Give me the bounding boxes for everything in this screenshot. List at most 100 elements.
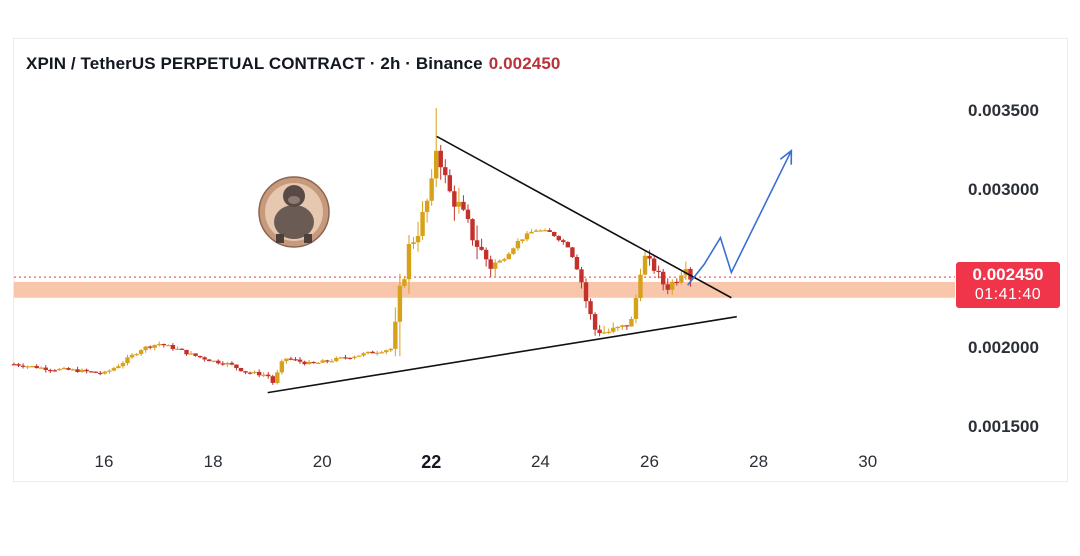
candle-body <box>39 367 44 369</box>
candle-body <box>184 349 189 355</box>
candle-body <box>197 355 203 358</box>
candle-body <box>479 246 484 250</box>
current-price-tag: 0.002450 01:41:40 <box>956 262 1060 308</box>
candle-body <box>34 366 39 369</box>
candle-body <box>420 211 425 236</box>
candle-body <box>88 371 94 373</box>
candle-body <box>365 351 371 354</box>
gorilla-avatar-icon <box>258 176 330 248</box>
candle-body <box>397 285 403 322</box>
candle-body <box>252 371 257 374</box>
chart-frame <box>13 38 1068 482</box>
candle-body <box>329 361 334 363</box>
candle-body <box>161 343 167 346</box>
candle-body <box>152 344 157 348</box>
candle-body <box>402 279 407 286</box>
candle-body <box>411 242 416 245</box>
y-tick-label: 0.003500 <box>968 101 1039 121</box>
candle-body <box>374 352 380 354</box>
candle-body <box>597 329 602 334</box>
candle-body <box>642 255 648 275</box>
candle-body <box>243 371 248 373</box>
candle-body <box>638 274 643 298</box>
candle-body <box>384 350 389 353</box>
candle-body <box>606 331 611 333</box>
candle-body <box>16 364 21 366</box>
candle-body <box>315 362 321 364</box>
x-tick-label: 16 <box>94 452 114 471</box>
candle-body <box>306 361 312 365</box>
projection-arrow-head <box>779 149 793 165</box>
candle-body <box>311 361 316 364</box>
candle-body <box>98 372 103 375</box>
candle-body <box>456 201 462 207</box>
candle-countdown: 01:41:40 <box>974 286 1042 303</box>
candle-body <box>565 242 571 248</box>
candle-body <box>157 343 162 346</box>
candle-body <box>647 255 652 259</box>
candle-body <box>361 353 366 356</box>
candle-body <box>234 364 239 369</box>
candle-body <box>429 178 434 201</box>
candle-body <box>370 351 375 354</box>
candle-body <box>447 175 453 192</box>
candle-body <box>270 376 275 383</box>
candle-body <box>266 374 271 377</box>
candle-body <box>406 244 412 280</box>
candle-body <box>293 359 298 361</box>
candle-body <box>93 371 98 373</box>
candle-body <box>75 369 80 373</box>
candle-body <box>615 326 620 329</box>
candle-body <box>352 356 357 359</box>
candle-body <box>220 363 226 365</box>
candle-body <box>515 241 521 249</box>
current-price-label: 0.002450 <box>972 265 1044 284</box>
candle-body <box>670 281 675 290</box>
candle-body <box>465 209 471 220</box>
candle-body <box>538 230 543 232</box>
candle-body <box>107 370 112 372</box>
candle-body <box>279 361 285 373</box>
candle-body <box>297 359 303 362</box>
candle-body <box>216 360 221 364</box>
symbol-title: XPIN / TetherUS PERPETUAL CONTRACT · 2h … <box>26 54 483 73</box>
candle-body <box>247 372 253 374</box>
candle-body <box>552 231 557 237</box>
descending-resistance-trendline <box>436 135 732 299</box>
candle-body <box>238 368 244 372</box>
candle-body <box>229 362 235 365</box>
candle-body <box>470 219 475 241</box>
candle-body <box>547 230 552 232</box>
candle-body <box>116 366 121 369</box>
candle-body <box>524 233 530 240</box>
candle-body <box>502 259 507 261</box>
candle-body <box>601 332 607 334</box>
candle-body <box>679 275 684 283</box>
candle-body <box>125 357 130 364</box>
projection-path <box>687 150 793 286</box>
candle-body <box>66 368 71 370</box>
candle-body <box>533 230 539 232</box>
candle-body <box>511 248 516 254</box>
candle-body <box>61 368 67 370</box>
candle-body <box>120 363 126 367</box>
candle-body <box>660 271 666 285</box>
candle-body <box>134 354 139 356</box>
candle-body <box>665 284 670 290</box>
candle-body <box>415 235 421 243</box>
candle-body <box>166 345 171 347</box>
candle-body <box>334 357 339 362</box>
candle-body <box>52 370 58 372</box>
candle-body <box>143 346 148 351</box>
candle-body <box>147 346 153 348</box>
support-zone <box>14 281 955 298</box>
candle-body <box>188 353 194 355</box>
candle-body <box>138 350 144 355</box>
candle-body <box>529 231 534 234</box>
candle-body <box>624 325 630 327</box>
candle-body <box>583 282 589 302</box>
chart-title: XPIN / TetherUS PERPETUAL CONTRACT · 2h … <box>26 54 560 74</box>
candle-body <box>488 259 493 269</box>
candle-body <box>202 357 207 360</box>
